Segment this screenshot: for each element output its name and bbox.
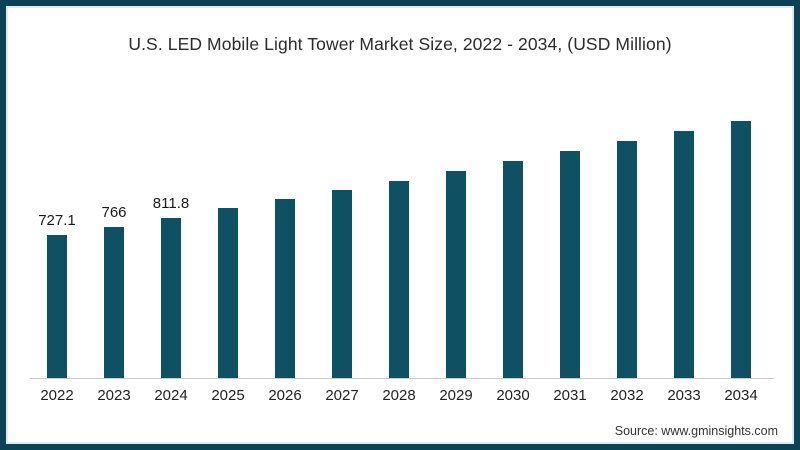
- bar-2034: [731, 121, 751, 378]
- bar-value-label-2024: 811.8: [152, 195, 190, 212]
- bar-2026: [275, 199, 295, 378]
- x-axis-tick-label-2024: 2024: [154, 387, 188, 404]
- bar-2033: [674, 131, 694, 378]
- x-axis-tick-label-2033: 2033: [667, 387, 701, 404]
- x-axis-tick-label-2029: 2029: [439, 387, 473, 404]
- chart-title: U.S. LED Mobile Light Tower Market Size,…: [128, 34, 672, 54]
- x-axis-tick-label-2028: 2028: [382, 387, 416, 404]
- bar-value-label-2022: 727.1: [38, 212, 76, 229]
- bar-2022: [47, 235, 67, 378]
- x-axis-tick-label-2031: 2031: [553, 387, 587, 404]
- bar-2027: [332, 190, 352, 378]
- x-axis-tick-label-2022: 2022: [40, 387, 74, 404]
- x-axis-tick-label-2026: 2026: [268, 387, 302, 404]
- x-axis-tick-label-2023: 2023: [97, 387, 131, 404]
- x-axis-tick-label-2030: 2030: [496, 387, 530, 404]
- bar-2031: [560, 151, 580, 378]
- x-axis-tick-label-2025: 2025: [211, 387, 245, 404]
- x-axis-tick-label-2027: 2027: [325, 387, 359, 404]
- bar-2028: [389, 181, 409, 378]
- bar-2029: [446, 171, 466, 378]
- x-axis-tick-label-2034: 2034: [724, 387, 758, 404]
- bar-value-label-2023: 766: [101, 204, 127, 221]
- source-attribution: Source: www.gminsights.com: [614, 424, 778, 438]
- bar-2030: [503, 161, 523, 378]
- bar-2032: [617, 141, 637, 378]
- plot-area: 727.1 2022 766 2023 811.8 2024 2025 2026 2027 202…: [6, 6, 794, 444]
- bar-2024: [161, 218, 181, 378]
- x-axis-line: [30, 378, 774, 379]
- bar-2025: [218, 208, 238, 378]
- x-axis-tick-label-2032: 2032: [610, 387, 644, 404]
- bar-2023: [104, 227, 124, 378]
